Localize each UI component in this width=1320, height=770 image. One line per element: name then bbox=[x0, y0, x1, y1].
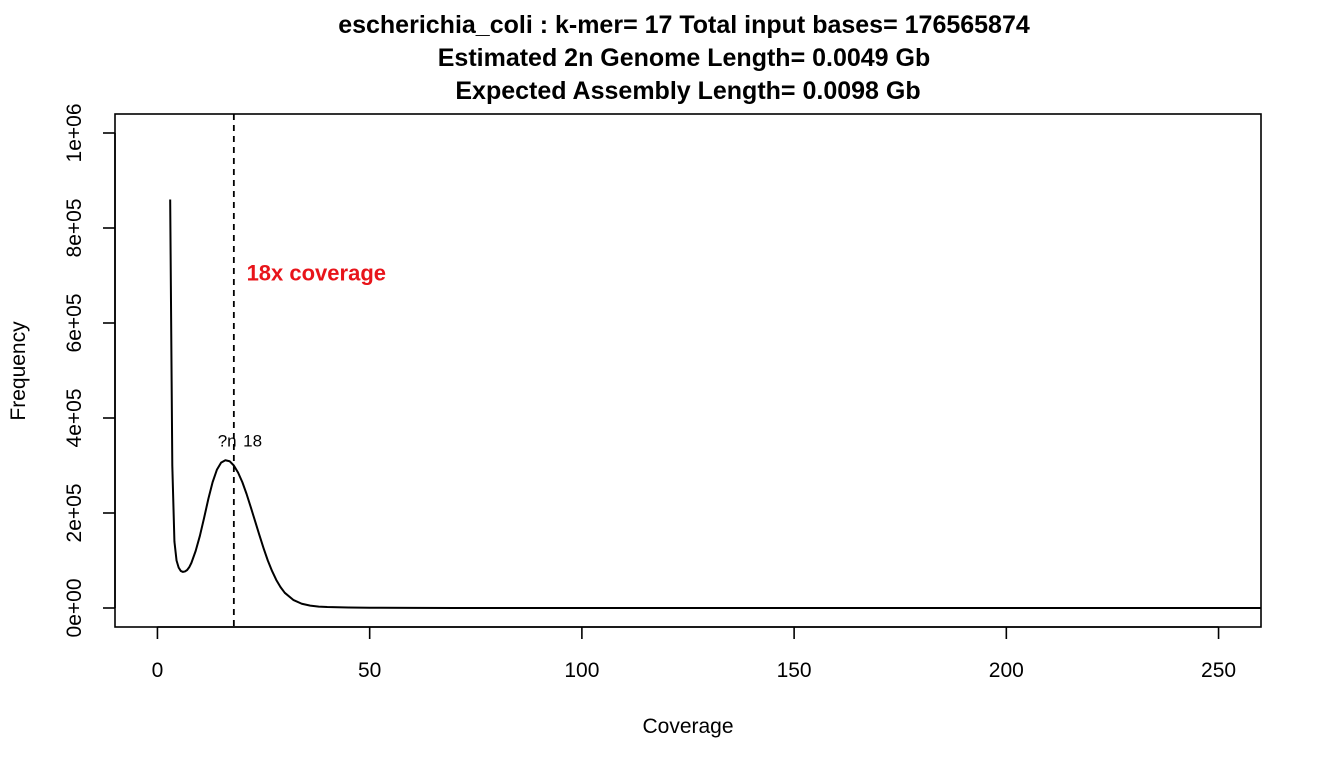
chart-title-line-2: Estimated 2n Genome Length= 0.0049 Gb bbox=[438, 44, 931, 72]
y-tick-label: 0e+00 bbox=[63, 579, 86, 638]
y-tick-label: 4e+05 bbox=[63, 389, 86, 448]
x-tick-label: 250 bbox=[1201, 659, 1236, 682]
x-tick-label: 0 bbox=[152, 659, 164, 682]
plot-content: ?n 18 18x coverage bbox=[169, 114, 1261, 627]
peak-annotation: 18 bbox=[243, 432, 262, 451]
peak-annotation: ?n bbox=[218, 432, 237, 451]
y-axis: 0e+00 2e+05 4e+05 6e+05 8e+05 1e+06 bbox=[63, 104, 116, 638]
chart-title-line-1: escherichia_coli : k-mer= 17 Total input… bbox=[338, 11, 1030, 39]
x-tick-label: 50 bbox=[358, 659, 381, 682]
x-axis-label: Coverage bbox=[642, 715, 733, 738]
y-tick-label: 6e+05 bbox=[63, 294, 86, 353]
x-tick-label: 100 bbox=[564, 659, 599, 682]
y-tick-label: 8e+05 bbox=[63, 199, 86, 258]
chart-title-line-3: Expected Assembly Length= 0.0098 Gb bbox=[455, 77, 920, 105]
x-tick-label: 200 bbox=[989, 659, 1024, 682]
kmer-frequency-line bbox=[169, 199, 1261, 609]
y-tick-label: 2e+05 bbox=[63, 484, 86, 543]
y-tick-label: 1e+06 bbox=[63, 104, 86, 163]
x-axis: 0 50 100 150 200 250 bbox=[152, 626, 1236, 682]
x-tick-label: 150 bbox=[777, 659, 812, 682]
coverage-annotation: 18x coverage bbox=[247, 260, 386, 285]
y-axis-label: Frequency bbox=[7, 321, 30, 421]
